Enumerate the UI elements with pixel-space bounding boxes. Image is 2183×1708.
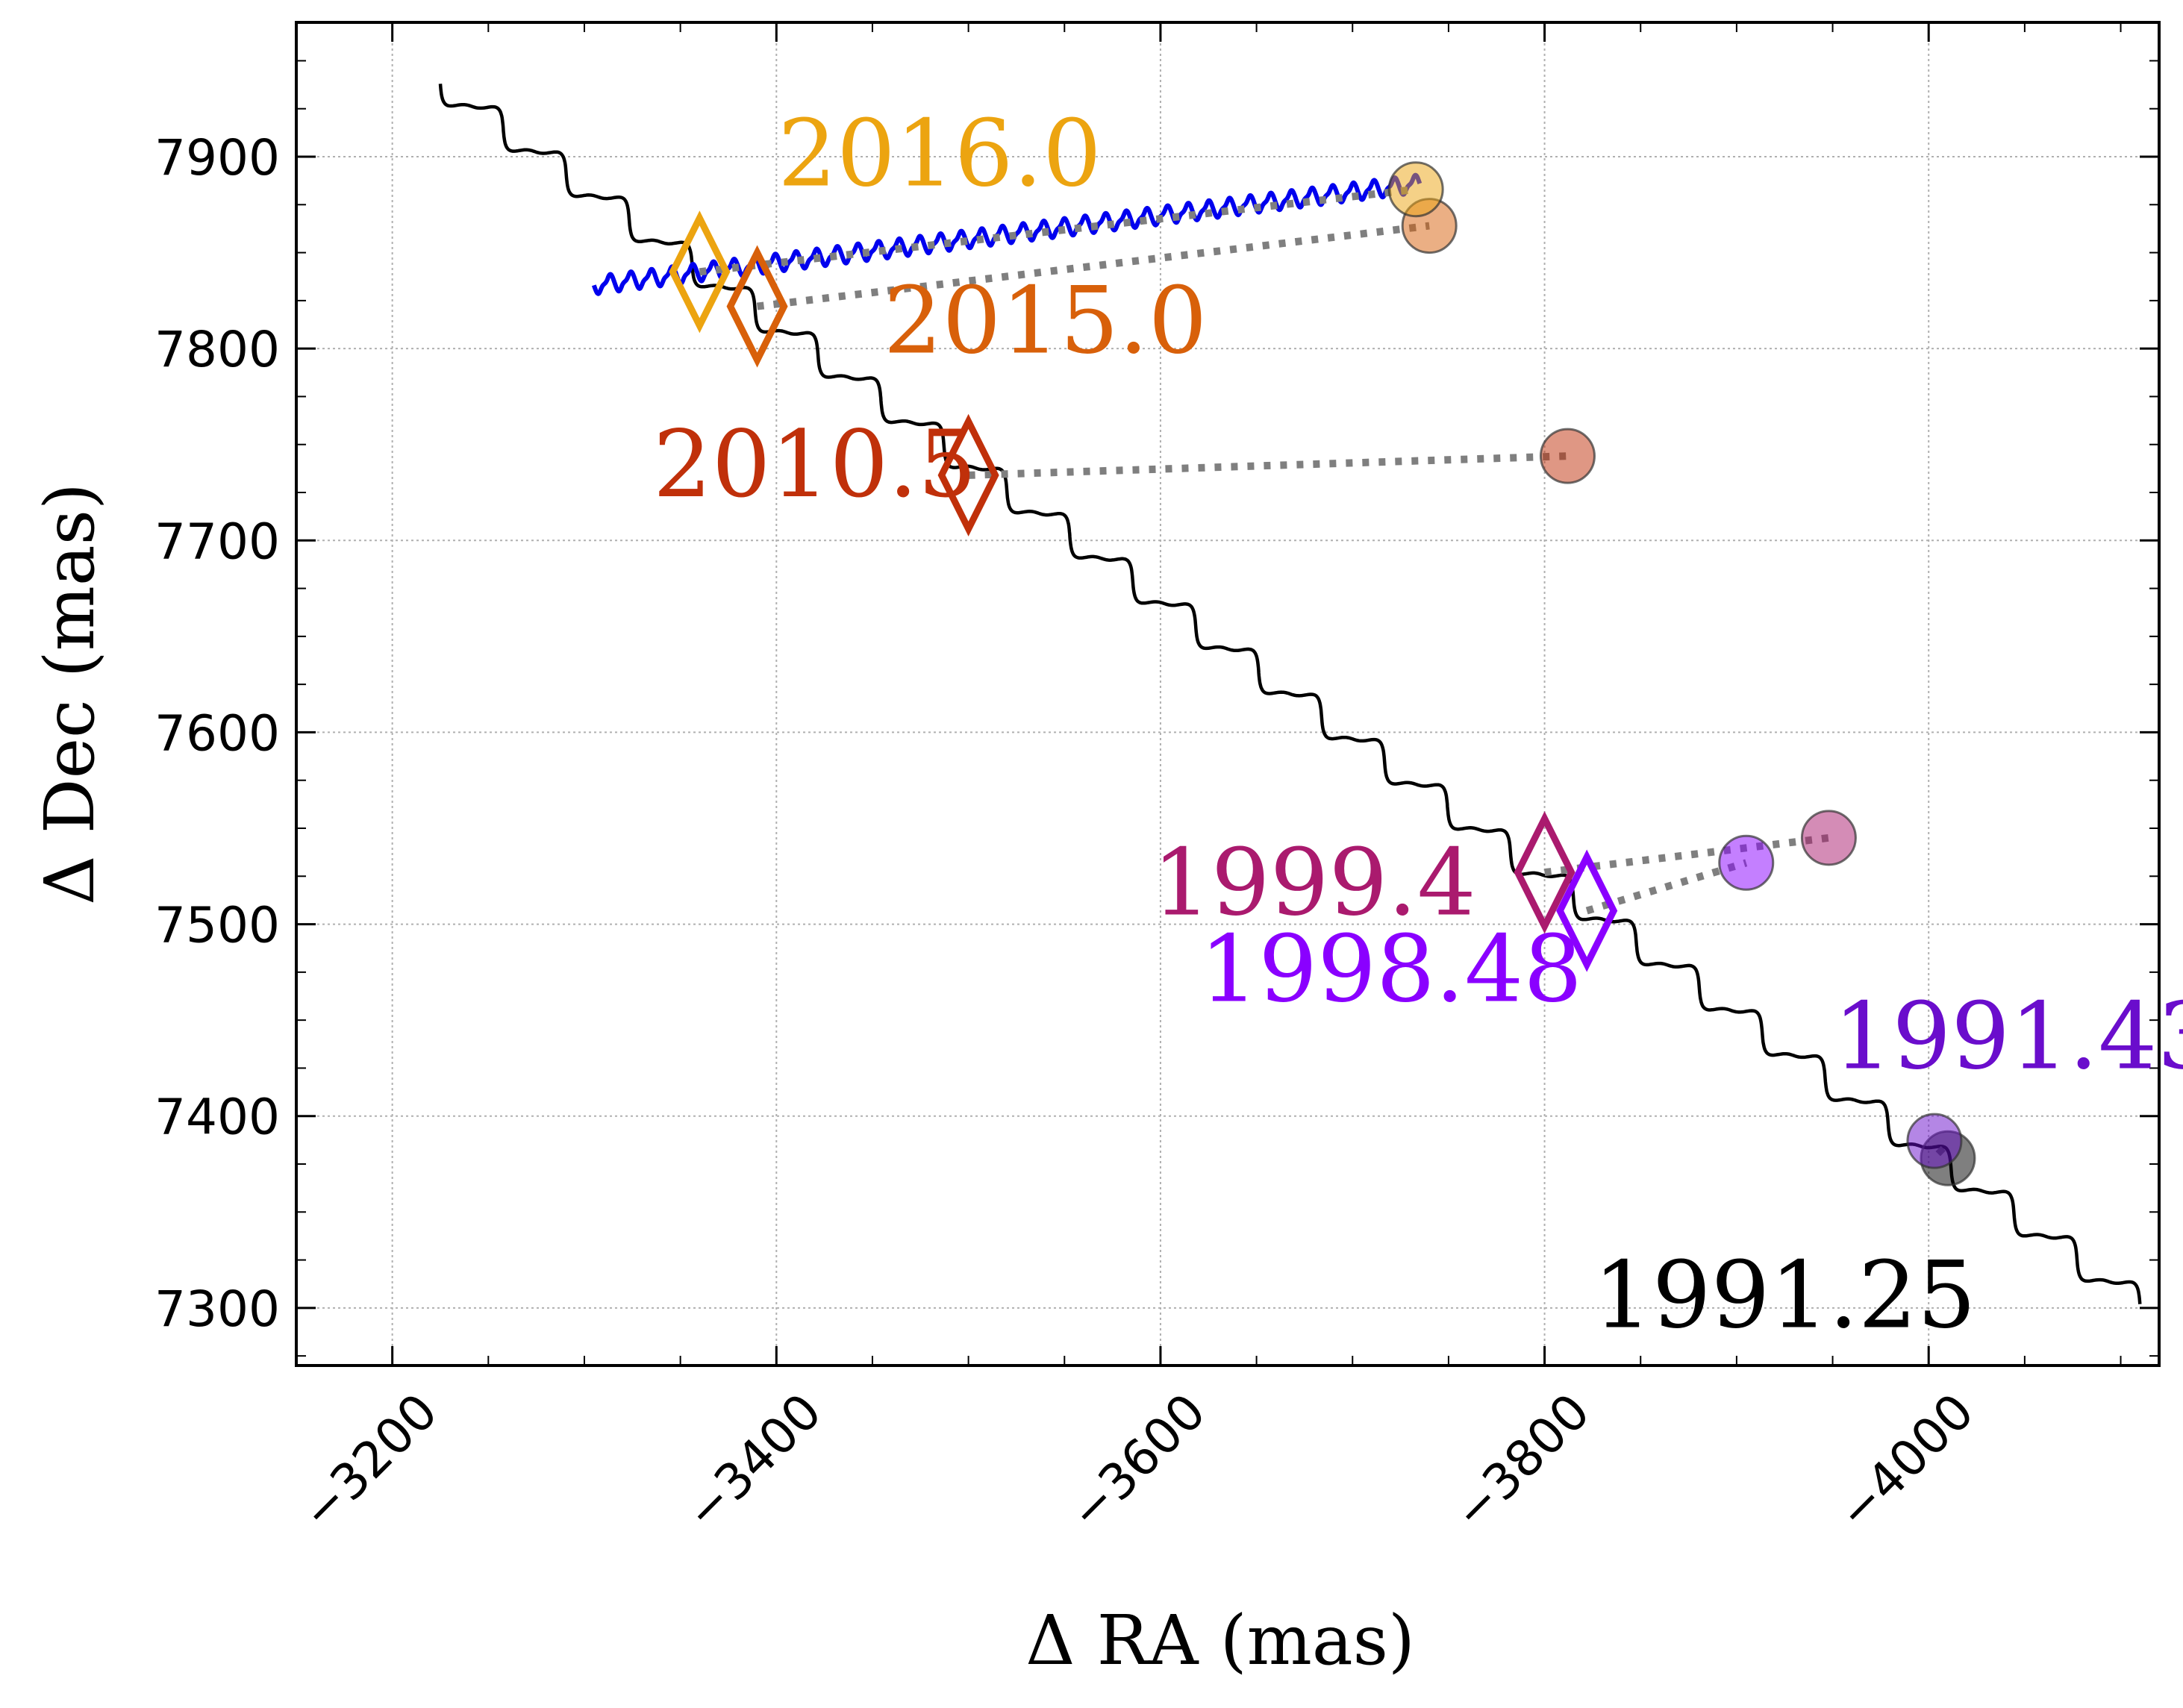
predicted-marker [1556, 849, 1618, 972]
epoch-label: 1999.4 [1152, 830, 1476, 937]
observed-point [1906, 1113, 1963, 1169]
x-tick-label: −4000 [1826, 1383, 1984, 1541]
residual-connector [1585, 859, 1748, 915]
observed-point [1718, 834, 1775, 891]
epoch-label: 1991.43 [1833, 983, 2183, 1090]
companion-track-line [591, 172, 1422, 296]
x-tick-label: −3600 [1058, 1383, 1217, 1541]
observed-point [1800, 810, 1857, 866]
epoch-label: 1998.48 [1199, 916, 1582, 1023]
y-tick-label: 7300 [154, 1280, 280, 1338]
residual-connector [699, 185, 1417, 276]
plot-series [438, 84, 2142, 1304]
epoch-label: 2010.5 [653, 411, 977, 519]
y-axis-label: Δ Dec (mas) [30, 483, 110, 905]
y-tick-label: 7400 [154, 1089, 280, 1146]
residual-connector [968, 452, 1568, 479]
epoch-label: 2016.0 [778, 101, 1102, 208]
observed-point [1387, 161, 1444, 218]
grid [296, 22, 2159, 1366]
y-tick-label: 7600 [154, 704, 280, 762]
x-tick-label: −3800 [1443, 1383, 1601, 1541]
epoch-label: 2015.0 [884, 267, 1208, 375]
predicted-marker [669, 210, 731, 334]
epoch-label: 1991.25 [1593, 1242, 1976, 1350]
x-axis-label: Δ RA (mas) [1025, 1601, 1415, 1680]
y-tick-label: 7800 [154, 321, 280, 378]
predicted-marker [1514, 811, 1575, 934]
y-tick-label: 7700 [154, 513, 280, 570]
residual-connector [756, 222, 1430, 310]
observed-point [1539, 428, 1596, 484]
x-tick-label: −3400 [674, 1383, 832, 1541]
y-tick-label: 7900 [154, 129, 280, 187]
predicted-marker [726, 245, 788, 368]
y-tick-label: 7500 [154, 897, 280, 954]
x-tick-label: −3200 [290, 1383, 449, 1541]
predicted-marker [937, 413, 999, 537]
plot-frame [295, 21, 2161, 1367]
background-track-line [438, 84, 2142, 1304]
